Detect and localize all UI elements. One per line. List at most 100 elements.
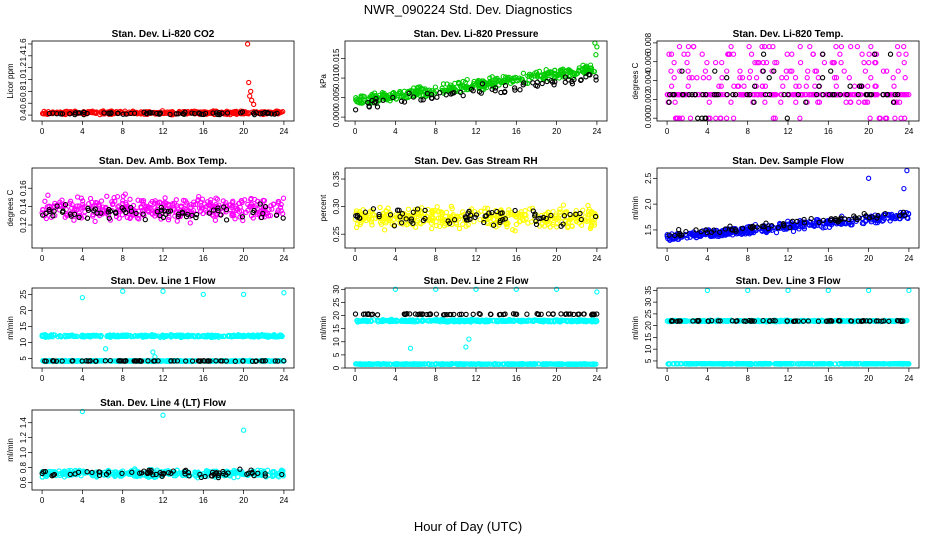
data-point: [802, 91, 808, 98]
y-tick-label: 5: [19, 356, 28, 361]
x-tick-label: 12: [159, 374, 168, 383]
data-point: [724, 91, 730, 98]
data-point: [104, 193, 110, 199]
data-point: [901, 91, 907, 98]
data-point: [895, 68, 901, 74]
data-point: [762, 99, 768, 105]
data-point: [377, 219, 384, 225]
data-point: [267, 212, 274, 219]
panel-title: Stan. Dev. Line 1 Flow: [111, 276, 216, 287]
data-point: [789, 51, 795, 57]
data-point: [158, 204, 164, 211]
y-tick-label: 0.006: [644, 51, 653, 72]
x-tick-label: 8: [745, 127, 750, 136]
data-point: [687, 115, 694, 121]
data-point: [352, 107, 359, 113]
data-point: [901, 43, 907, 50]
data-point: [463, 311, 469, 318]
x-tick-label: 24: [904, 254, 913, 263]
data-point: [741, 83, 747, 89]
data-point: [557, 71, 564, 78]
data-point: [433, 219, 439, 225]
data-point: [784, 51, 790, 57]
y-tick-label: 0.015: [332, 48, 341, 69]
data-point: [460, 83, 467, 89]
plot-frame: [344, 167, 608, 249]
data-point: [704, 59, 710, 66]
data-point: [148, 200, 154, 207]
data-point: [676, 43, 683, 50]
data-point: [553, 215, 560, 221]
data-point: [377, 204, 383, 211]
data-point: [140, 201, 146, 207]
data-point: [106, 215, 112, 221]
data-point: [366, 103, 372, 109]
data-point: [684, 59, 690, 66]
data-point: [804, 75, 810, 81]
data-point: [85, 205, 91, 212]
data-point: [854, 43, 861, 50]
data-point: [689, 91, 695, 98]
x-tick-label: 20: [239, 127, 248, 136]
data-point: [511, 85, 518, 91]
data-point: [369, 91, 375, 98]
data-point: [202, 110, 209, 116]
data-point: [564, 209, 570, 215]
data-point: [167, 208, 174, 214]
data-point: [526, 71, 533, 77]
data-point: [738, 91, 744, 98]
data-point: [586, 206, 592, 213]
data-point: [896, 51, 902, 57]
data-point: [435, 215, 442, 221]
data-point: [821, 59, 828, 66]
data-point: [242, 197, 248, 203]
data-point: [902, 115, 908, 121]
data-point: [747, 91, 753, 98]
panel-title: Stan. Dev. Sample Flow: [732, 156, 844, 167]
data-point: [59, 111, 66, 117]
x-tick-label: 16: [199, 254, 208, 263]
data-point: [412, 224, 419, 230]
data-point: [140, 211, 146, 217]
x-tick-label: 12: [784, 254, 793, 263]
data-point: [719, 59, 725, 66]
data-point: [206, 210, 212, 216]
data-point: [700, 75, 707, 81]
data-point: [236, 200, 242, 207]
x-tick-label: 4: [80, 127, 85, 136]
data-point: [715, 91, 721, 98]
data-point: [239, 109, 246, 115]
y-tick-label: 5: [332, 352, 341, 357]
data-point: [470, 311, 476, 317]
y-tick-label: 0: [332, 365, 341, 370]
data-point: [762, 83, 769, 89]
data-point: [820, 91, 826, 98]
data-point: [517, 87, 523, 93]
y-tick-label: 0.12: [19, 217, 28, 233]
data-point: [865, 175, 872, 181]
data-point: [275, 198, 281, 205]
data-point: [147, 110, 153, 116]
y-tick-label: 15: [19, 321, 28, 330]
data-point: [398, 93, 404, 99]
data-point: [135, 197, 141, 203]
data-point: [223, 206, 230, 213]
data-point: [510, 227, 516, 233]
data-point: [571, 76, 577, 83]
points: [39, 191, 287, 226]
data-point: [233, 207, 239, 214]
data-point: [189, 110, 195, 116]
data-point: [270, 201, 277, 207]
data-point: [728, 99, 734, 105]
data-point: [280, 108, 286, 115]
data-point: [451, 311, 457, 318]
data-point: [46, 207, 52, 213]
data-point: [369, 222, 375, 228]
data-point: [271, 111, 278, 117]
data-point: [98, 198, 105, 204]
data-point: [890, 99, 897, 105]
x-tick-label: 12: [784, 127, 793, 136]
panel-title: Stan. Dev. Amb. Box Temp.: [99, 156, 227, 167]
y-tick-label: 1.6: [19, 38, 28, 50]
